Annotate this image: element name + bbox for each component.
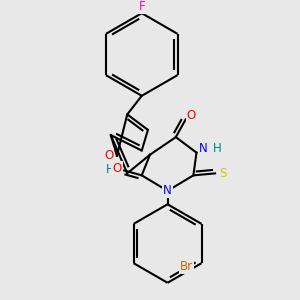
Text: S: S bbox=[220, 167, 227, 180]
Text: O: O bbox=[187, 109, 196, 122]
Text: H: H bbox=[106, 163, 115, 176]
Text: H: H bbox=[213, 142, 221, 155]
Text: F: F bbox=[138, 1, 145, 13]
Text: Br: Br bbox=[179, 260, 193, 273]
Text: O: O bbox=[104, 149, 113, 162]
Text: N: N bbox=[163, 184, 172, 197]
Text: O: O bbox=[112, 162, 122, 175]
Text: N: N bbox=[199, 142, 208, 155]
